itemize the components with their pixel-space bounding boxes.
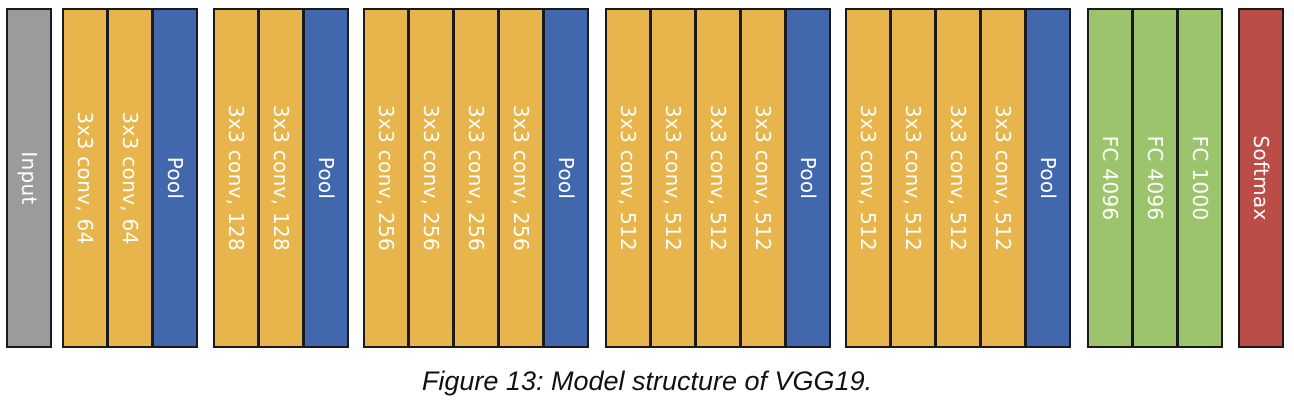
layer-pool-block: Pool bbox=[543, 8, 589, 348]
layer-label: 3x3 conv, 512 bbox=[616, 104, 640, 252]
layer-label: 3x3 conv, 256 bbox=[419, 104, 443, 252]
figure-caption: Figure 13: Model structure of VGG19. bbox=[421, 366, 873, 396]
layer-label: FC 4096 bbox=[1143, 135, 1167, 221]
layer-label: 3x3 conv, 256 bbox=[374, 104, 398, 252]
layer-conv-block: 3x3 conv, 256 bbox=[453, 8, 499, 348]
layer-label: 3x3 conv, 512 bbox=[661, 104, 685, 252]
layer-conv-block: 3x3 conv, 64 bbox=[62, 8, 108, 348]
layer-fc-block: FC 4096 bbox=[1087, 8, 1133, 348]
layer-label: 3x3 conv, 256 bbox=[509, 104, 533, 252]
layer-conv-block: 3x3 conv, 512 bbox=[935, 8, 981, 348]
layer-label: Pool bbox=[796, 156, 820, 200]
layer-label: 3x3 conv, 128 bbox=[269, 104, 293, 252]
layer-label: Pool bbox=[314, 156, 338, 200]
layer-conv-block: 3x3 conv, 512 bbox=[740, 8, 786, 348]
layer-label: Pool bbox=[163, 156, 187, 200]
layer-label: 3x3 conv, 512 bbox=[751, 104, 775, 252]
layer-conv-block: 3x3 conv, 128 bbox=[213, 8, 259, 348]
layer-pool-block: Pool bbox=[785, 8, 831, 348]
layer-conv-block: 3x3 conv, 512 bbox=[890, 8, 936, 348]
layer-conv-block: 3x3 conv, 512 bbox=[845, 8, 891, 348]
layer-label: Input bbox=[17, 151, 41, 205]
layer-label: 3x3 conv, 128 bbox=[224, 104, 248, 252]
layer-conv-block: 3x3 conv, 512 bbox=[980, 8, 1026, 348]
layer-pool-block: Pool bbox=[303, 8, 349, 348]
layer-input-block: Input bbox=[6, 8, 52, 348]
layer-label: 3x3 conv, 512 bbox=[856, 104, 880, 252]
layer-conv-block: 3x3 conv, 256 bbox=[363, 8, 409, 348]
layer-pool-block: Pool bbox=[152, 8, 198, 348]
layer-label: 3x3 conv, 512 bbox=[991, 104, 1015, 252]
layer-label: Softmax bbox=[1249, 135, 1273, 221]
layer-label: 3x3 conv, 64 bbox=[118, 111, 142, 245]
layer-label: 3x3 conv, 512 bbox=[706, 104, 730, 252]
layer-label: 3x3 conv, 512 bbox=[946, 104, 970, 252]
layer-fc-block: FC 4096 bbox=[1132, 8, 1178, 348]
layer-label: 3x3 conv, 512 bbox=[901, 104, 925, 252]
layer-fc-block: FC 1000 bbox=[1177, 8, 1223, 348]
layer-label: Pool bbox=[1036, 156, 1060, 200]
layer-label: FC 4096 bbox=[1098, 135, 1122, 221]
layer-conv-block: 3x3 conv, 64 bbox=[107, 8, 153, 348]
layer-conv-block: 3x3 conv, 512 bbox=[605, 8, 651, 348]
layer-pool-block: Pool bbox=[1025, 8, 1071, 348]
layer-label: 3x3 conv, 64 bbox=[73, 111, 97, 245]
layer-conv-block: 3x3 conv, 512 bbox=[695, 8, 741, 348]
layer-conv-block: 3x3 conv, 512 bbox=[650, 8, 696, 348]
layer-softmax-block: Softmax bbox=[1238, 8, 1284, 348]
layer-label: FC 1000 bbox=[1188, 135, 1212, 221]
layer-conv-block: 3x3 conv, 128 bbox=[258, 8, 304, 348]
layer-label: Pool bbox=[554, 156, 578, 200]
layer-label: 3x3 conv, 256 bbox=[464, 104, 488, 252]
layer-conv-block: 3x3 conv, 256 bbox=[408, 8, 454, 348]
layer-conv-block: 3x3 conv, 256 bbox=[498, 8, 544, 348]
